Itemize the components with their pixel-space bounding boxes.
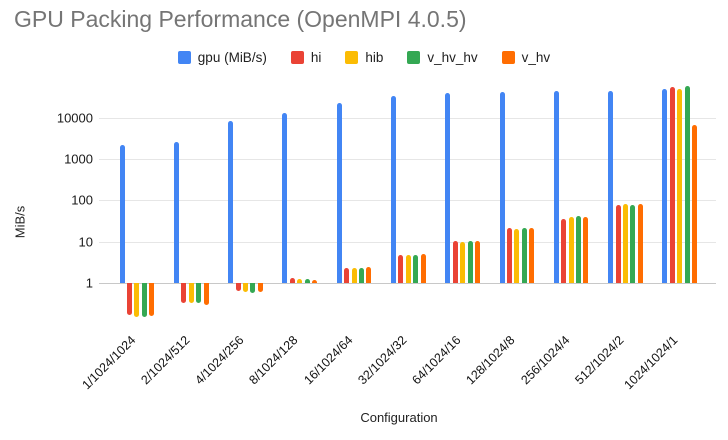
legend-label: v_hv — [521, 49, 551, 65]
y-tick-label: 10000 — [56, 110, 93, 126]
bar-hi[interactable] — [506, 228, 512, 283]
bar-v-hv-hv[interactable] — [141, 283, 147, 317]
bar-gpu-mib-s[interactable] — [336, 103, 342, 283]
legend-item-v-hv[interactable]: v_hv — [501, 49, 551, 65]
bar-gpu-mib-s[interactable] — [499, 92, 505, 283]
x-tick-label: 1/1024/1024 — [78, 333, 139, 393]
bar-gpu-mib-s[interactable] — [228, 121, 234, 283]
bar-hib[interactable] — [514, 229, 520, 283]
legend-swatch-icon — [345, 50, 359, 64]
bar-v-hv[interactable] — [691, 125, 697, 283]
bar-v-hv[interactable] — [203, 283, 209, 306]
bar-v-hv[interactable] — [149, 283, 155, 316]
x-tick-label: 64/1024/16 — [409, 333, 464, 388]
bar-hib[interactable] — [460, 241, 466, 283]
bar-gpu-mib-s[interactable] — [119, 145, 125, 283]
y-tick-label: 10 — [78, 234, 93, 250]
bar-hib[interactable] — [188, 283, 194, 303]
legend-label: hib — [365, 49, 384, 65]
bar-hi[interactable] — [398, 254, 404, 283]
bar-gpu-mib-s[interactable] — [391, 96, 396, 283]
bar-v-hv-hv[interactable] — [521, 228, 527, 283]
bar-gpu-mib-s[interactable] — [608, 91, 614, 283]
bar-v-hv-hv[interactable] — [358, 268, 364, 283]
bar-v-hv[interactable] — [583, 216, 589, 283]
bar-v-hv-hv[interactable] — [250, 283, 256, 294]
gridline-y-100 — [99, 200, 716, 202]
legend-swatch-icon — [501, 50, 515, 64]
gridline-y-10 — [99, 241, 716, 243]
gridline-y-10000 — [99, 117, 716, 119]
bar-v-hv[interactable] — [366, 267, 372, 283]
x-tick-label: 2/1024/512 — [138, 333, 193, 388]
x-axis-title: Configuration — [360, 410, 438, 425]
bar-hi[interactable] — [235, 283, 241, 292]
bar-hi[interactable] — [615, 205, 621, 283]
legend-swatch-icon — [407, 50, 421, 64]
x-tick-label: 256/1024/4 — [518, 333, 573, 388]
bar-v-hv-hv[interactable] — [304, 279, 310, 283]
bar-gpu-mib-s[interactable] — [173, 142, 179, 283]
legend-item-hib[interactable]: hib — [345, 50, 383, 65]
bar-hib[interactable] — [243, 283, 248, 293]
legend-item-gpu-mib-s[interactable]: gpu (MiB/s) — [177, 49, 267, 65]
legend: gpu (MiB/s) hi hib v_hv_hv v_hv — [0, 48, 728, 66]
bar-gpu-mib-s[interactable] — [282, 113, 288, 283]
bar-hib[interactable] — [568, 216, 574, 283]
gridline-y-1000 — [99, 159, 716, 161]
y-tick-label: 1000 — [64, 151, 93, 167]
x-tick-label: 128/1024/8 — [463, 333, 518, 388]
bar-v-hv[interactable] — [529, 228, 535, 283]
bar-hib[interactable] — [622, 204, 628, 283]
bar-hi[interactable] — [127, 283, 132, 315]
bar-v-hv[interactable] — [474, 240, 480, 283]
legend-label: gpu (MiB/s) — [197, 49, 267, 65]
legend-swatch-icon — [177, 50, 191, 64]
bar-v-hv[interactable] — [637, 204, 643, 283]
bar-hi[interactable] — [289, 278, 295, 283]
x-tick-label: 16/1024/64 — [300, 333, 356, 388]
bar-v-hv[interactable] — [257, 283, 263, 293]
bar-hi[interactable] — [561, 218, 567, 283]
x-tick-label: 512/1024/2 — [572, 333, 627, 388]
bar-hi[interactable] — [344, 268, 350, 283]
bar-v-hv-hv[interactable] — [630, 204, 636, 283]
y-axis-title: MiB/s — [12, 205, 28, 239]
x-tick-label: 1024/1024/1 — [621, 333, 681, 393]
chart-title: GPU Packing Performance (OpenMPI 4.0.5) — [14, 6, 467, 32]
x-tick-label: 32/1024/32 — [355, 333, 410, 388]
y-tick-label: 1 — [85, 275, 93, 291]
bar-v-hv-hv[interactable] — [576, 216, 581, 283]
bar-hib[interactable] — [405, 254, 411, 283]
legend-swatch-icon — [290, 50, 304, 64]
bar-hib[interactable] — [351, 268, 357, 283]
y-tick-label: 100 — [71, 192, 93, 208]
legend-label: v_hv_hv — [427, 49, 478, 65]
bar-v-hv-hv[interactable] — [413, 254, 419, 283]
bar-v-hv-hv[interactable] — [684, 86, 690, 283]
bar-gpu-mib-s[interactable] — [445, 92, 451, 283]
bar-v-hv-hv[interactable] — [196, 283, 202, 304]
bar-hib[interactable] — [297, 278, 303, 283]
bar-hi[interactable] — [669, 87, 675, 283]
bar-gpu-mib-s[interactable] — [662, 88, 668, 283]
bar-hib[interactable] — [677, 88, 683, 283]
bar-v-hv-hv[interactable] — [467, 241, 473, 283]
legend-item-hi[interactable]: hi — [290, 49, 322, 65]
bar-v-hv[interactable] — [420, 254, 426, 283]
x-tick-label: 4/1024/256 — [192, 333, 247, 388]
bar-gpu-mib-s[interactable] — [553, 90, 559, 283]
x-tick-label: 8/1024/128 — [246, 333, 301, 388]
bar-v-hv[interactable] — [312, 279, 317, 283]
bar-hi[interactable] — [181, 283, 187, 304]
bar-hi[interactable] — [452, 241, 458, 283]
gridline-y-1 — [99, 283, 716, 284]
legend-item-v-hv-hv[interactable]: v_hv_hv — [407, 49, 478, 65]
bar-hib[interactable] — [134, 283, 140, 317]
legend-label: hi — [310, 49, 322, 65]
